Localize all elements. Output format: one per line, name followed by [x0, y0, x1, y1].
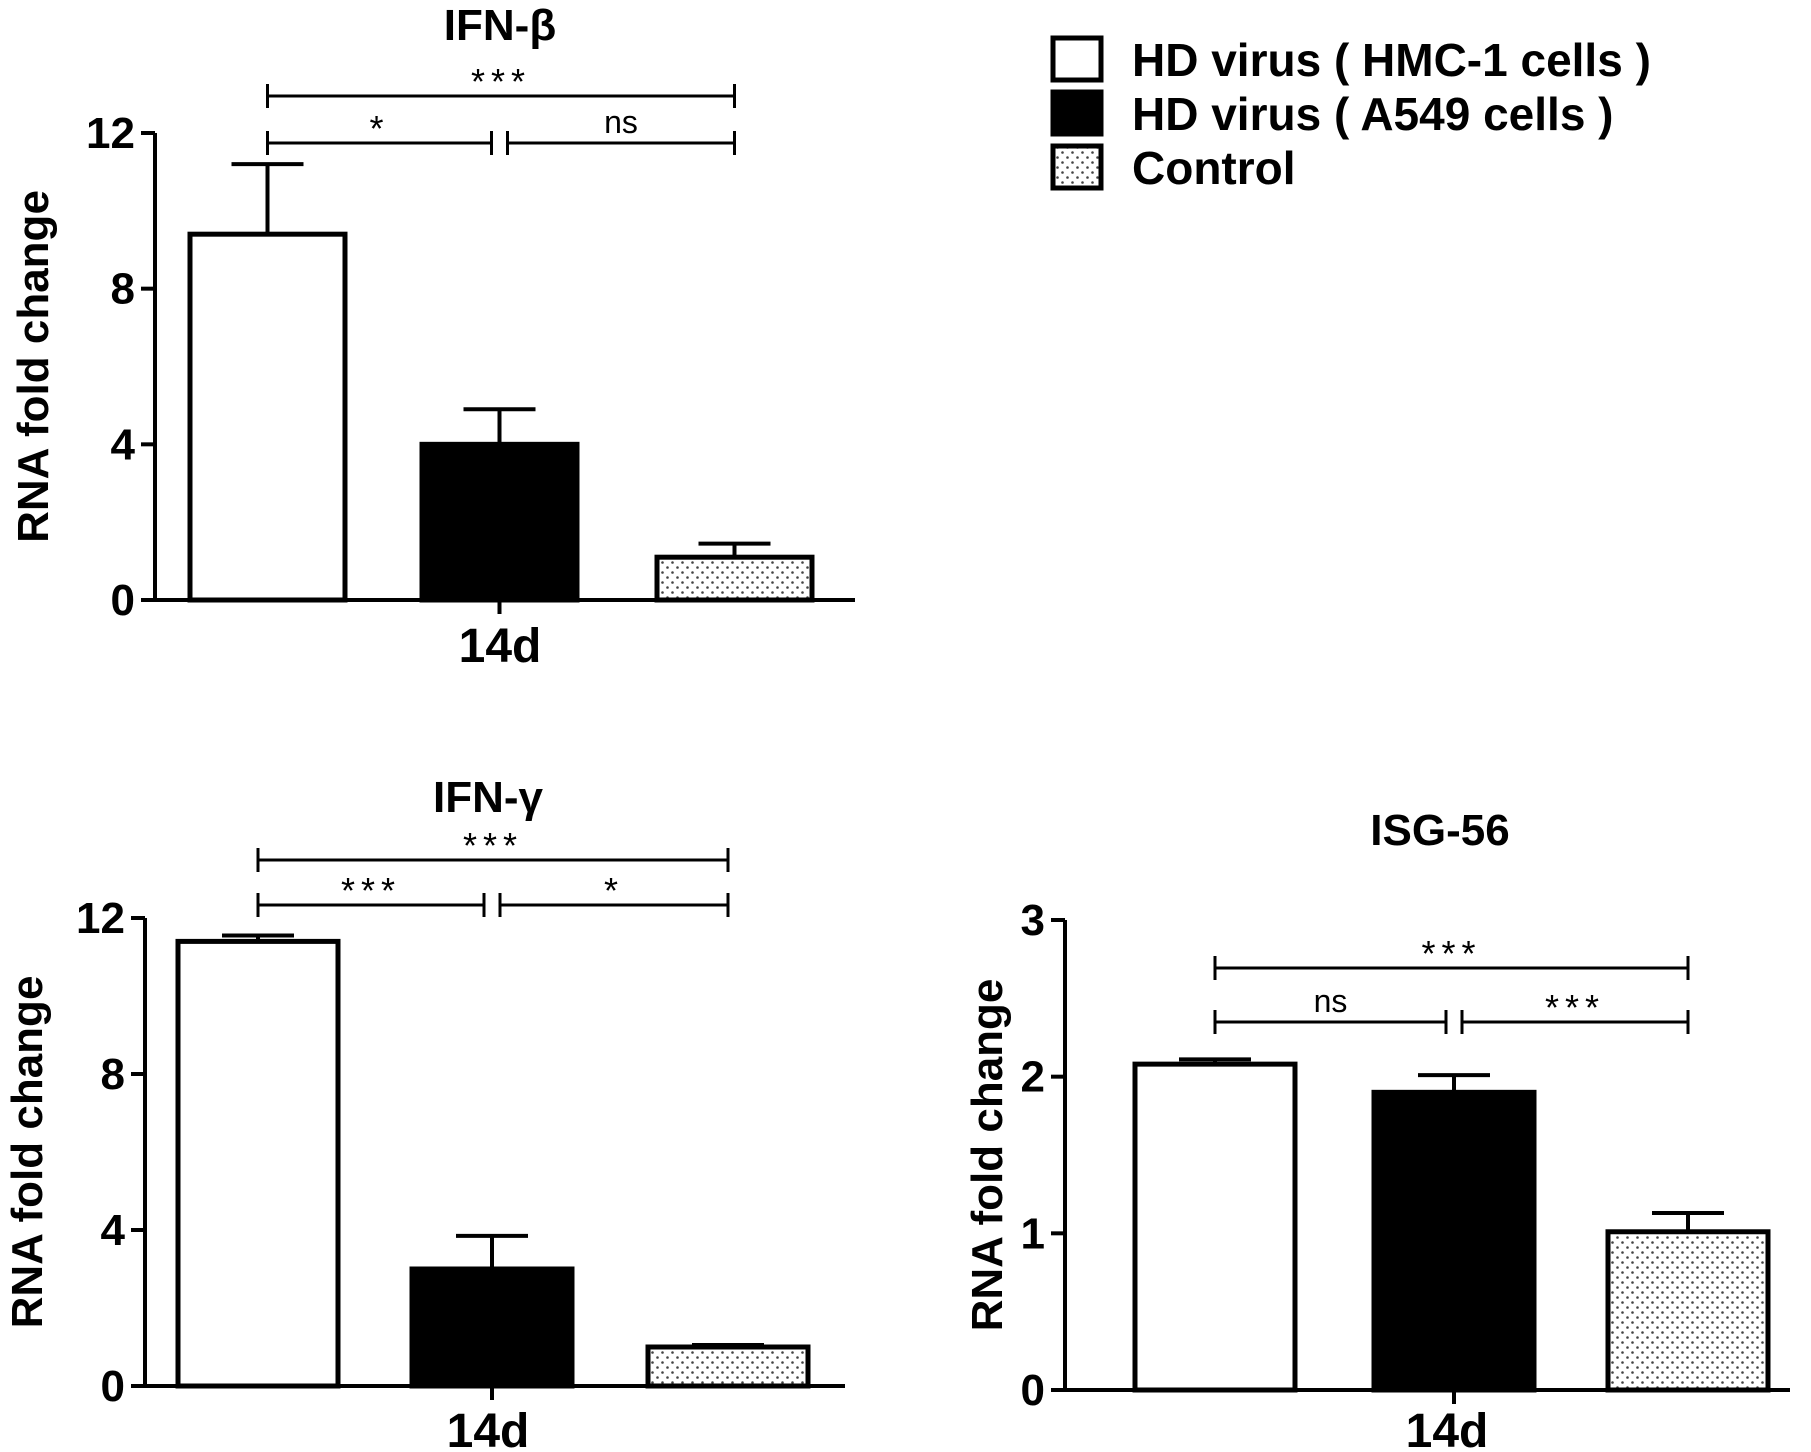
chart-title: IFN-β	[444, 1, 556, 50]
y-tick-label: 4	[111, 420, 136, 469]
significance-label: ns	[1314, 983, 1348, 1019]
y-tick-label: 12	[76, 894, 125, 943]
bar-hmc1	[175, 938, 341, 1389]
significance-label: ***	[1421, 933, 1481, 974]
y-tick-label: 12	[86, 109, 135, 158]
legend: HD virus ( HMC-1 cells ) HD virus ( A549…	[1050, 34, 1651, 194]
bar-a549	[419, 441, 580, 603]
x-axis-label: 14d	[459, 620, 542, 673]
bar-control	[654, 554, 815, 603]
bar-a549	[409, 1266, 575, 1389]
bar-hmc1	[1132, 1061, 1298, 1393]
significance-label: ns	[604, 104, 638, 140]
x-axis-label: 14d	[447, 1405, 530, 1452]
chart-title: ISG-56	[1370, 806, 1509, 855]
significance-label: ***	[341, 870, 401, 911]
significance-label: *	[369, 108, 389, 149]
significance-label: *	[604, 870, 624, 911]
chart-title: IFN-γ	[433, 773, 544, 822]
y-axis-label: RNA fold change	[963, 979, 1012, 1332]
legend-swatch-a549	[1050, 89, 1104, 137]
bar-control	[645, 1344, 811, 1389]
y-tick-label: 8	[101, 1050, 125, 1099]
y-axis-label: RNA fold change	[3, 976, 52, 1329]
y-tick-label: 1	[1021, 1209, 1045, 1258]
bar-control	[1605, 1229, 1771, 1393]
legend-item-control: Control	[1050, 142, 1296, 194]
x-axis-label: 14d	[1406, 1405, 1489, 1452]
legend-item-hmc1: HD virus ( HMC-1 cells )	[1050, 34, 1651, 86]
significance-label: ***	[463, 825, 523, 866]
y-tick-label: 4	[101, 1206, 126, 1255]
legend-label-a549: HD virus ( A549 cells )	[1132, 88, 1614, 140]
legend-label-control: Control	[1132, 142, 1296, 194]
bar-hmc1	[187, 231, 348, 603]
y-axis-label: RNA fold change	[9, 190, 58, 543]
y-tick-label: 3	[1021, 896, 1045, 945]
legend-item-a549: HD virus ( A549 cells )	[1050, 88, 1614, 140]
legend-swatch-hmc1	[1050, 35, 1104, 83]
legend-label-hmc1: HD virus ( HMC-1 cells )	[1132, 34, 1651, 86]
bar-a549	[1371, 1089, 1537, 1393]
y-tick-label: 2	[1021, 1053, 1045, 1102]
legend-swatch-control	[1050, 143, 1104, 191]
significance-label: ***	[1545, 987, 1605, 1028]
chart-isg-56: ISG-56 0 1 2 3 14d RNA fold change *** ns ***	[963, 806, 1790, 1452]
y-tick-label: 0	[111, 576, 135, 625]
y-tick-label: 0	[1021, 1366, 1045, 1415]
y-tick-label: 0	[101, 1362, 125, 1411]
significance-label: ***	[471, 61, 531, 102]
y-tick-label: 8	[111, 265, 135, 314]
